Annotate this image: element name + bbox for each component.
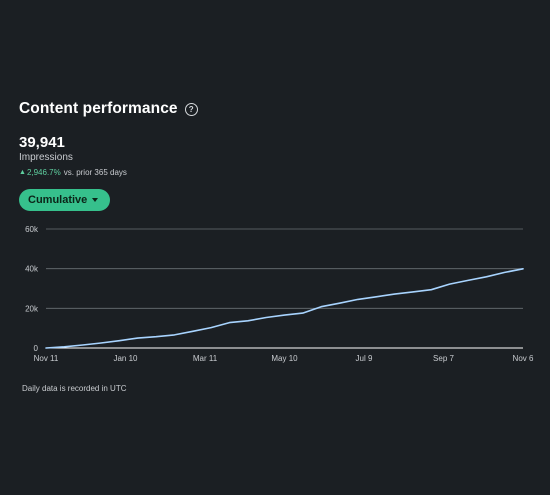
impressions-series-line <box>45 267 524 349</box>
x-tick-label: Mar 11 <box>193 354 218 363</box>
impressions-label: Impressions <box>19 152 73 163</box>
cumulative-dropdown-button[interactable]: Cumulative <box>19 189 111 211</box>
card-title: Content performance <box>19 100 178 117</box>
impressions-value: 39,941 <box>19 134 65 151</box>
footnote: Daily data is recorded in UTC <box>22 384 127 393</box>
y-tick-label: 40k <box>25 265 39 274</box>
x-tick-label: Nov 11 <box>34 354 59 363</box>
caret-down-icon <box>92 198 99 202</box>
x-tick-label: Sep 7 <box>433 354 454 363</box>
impressions-line-chart: 0 20k 40k 60k Nov 11 Jan 10 Mar 11 May 10 Jul 9 S… <box>25 225 534 363</box>
x-tick-label: Jul 9 <box>356 354 373 363</box>
delta-suffix: vs. prior 365 days <box>63 168 127 177</box>
delta-value: 2,946.7% <box>26 168 61 177</box>
up-arrow-icon: ▲ <box>19 169 26 176</box>
help-icon[interactable]: ? <box>184 102 198 116</box>
y-tick-label: 0 <box>34 344 39 353</box>
delta-row: ▲ 2,946.7% vs. prior 365 days <box>19 168 127 177</box>
y-tick-label: 20k <box>25 304 39 313</box>
y-tick-label: 60k <box>25 225 39 234</box>
x-tick-label: Nov 6 <box>513 354 534 363</box>
x-tick-label: Jan 10 <box>113 354 138 363</box>
x-tick-label: May 10 <box>271 354 298 363</box>
title-row: Content performance ? <box>19 100 198 118</box>
dropdown-label: Cumulative <box>28 194 88 206</box>
